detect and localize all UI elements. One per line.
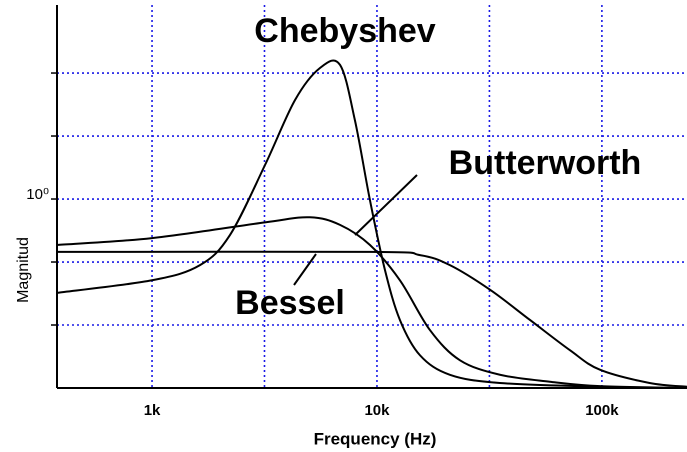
x-tick-label: 100k xyxy=(585,402,619,419)
series-line xyxy=(56,250,687,388)
x-tick-label: 10k xyxy=(364,402,390,419)
series-label: Butterworth xyxy=(449,144,642,182)
y-tick-label: 10⁰ xyxy=(26,186,49,203)
series-line xyxy=(56,216,687,389)
x-axis-title: Frequency (Hz) xyxy=(314,429,437,448)
label-pointer xyxy=(293,253,317,286)
series-label: Bessel xyxy=(235,284,345,322)
label-pointer xyxy=(354,174,418,236)
y-axis-title: Magnitud xyxy=(15,237,32,303)
x-tick-label: 1k xyxy=(144,402,161,419)
series-label: Chebyshev xyxy=(254,12,435,50)
series-line xyxy=(56,59,687,389)
